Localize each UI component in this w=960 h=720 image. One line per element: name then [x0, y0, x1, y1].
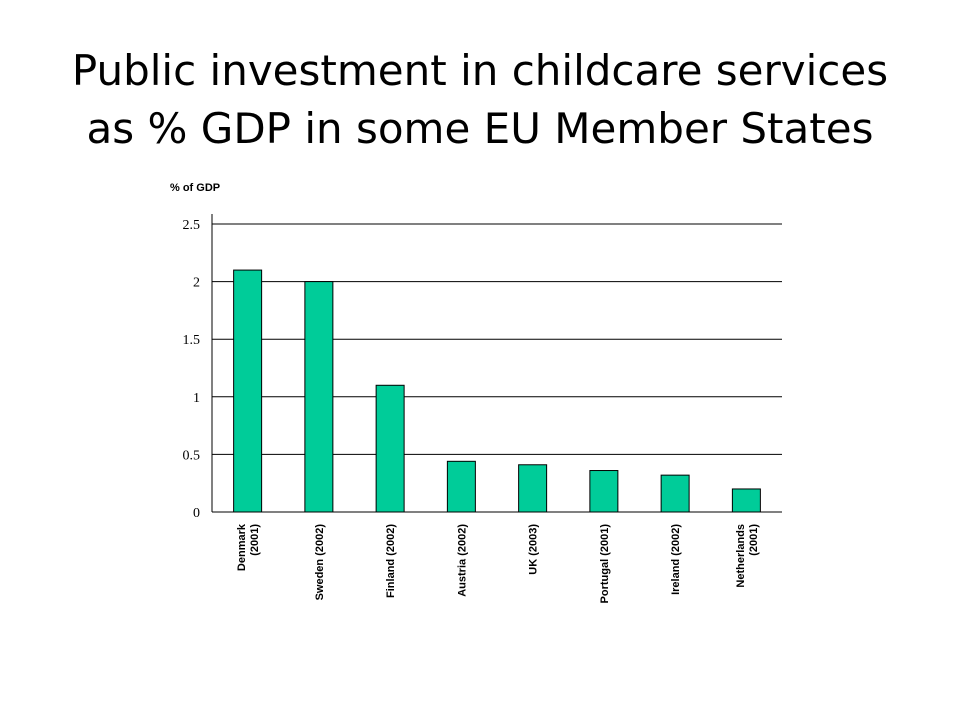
x-tick-label: Portugal (2001)	[599, 524, 611, 604]
x-tick-label: Austria (2002)	[456, 524, 468, 597]
x-tick-label-line: Portugal (2001)	[599, 524, 611, 604]
x-tick-label-line: (2001)	[748, 524, 760, 556]
x-tick-label: Denmark(2001)	[236, 523, 261, 571]
slide-title-line-2: as % GDP in some EU Member States	[86, 104, 874, 153]
y-tick-label: 0.5	[183, 448, 201, 463]
y-axis-title: % of GDP	[170, 182, 220, 194]
x-tick-label: Ireland (2002)	[670, 524, 682, 595]
x-tick-label-line: Denmark	[236, 523, 248, 571]
bar	[660, 474, 690, 513]
x-tick-label-line: Finland (2002)	[385, 524, 397, 598]
bar	[518, 464, 548, 513]
bar	[589, 470, 619, 513]
bar	[375, 384, 405, 513]
x-tick-label-line: Ireland (2002)	[670, 524, 682, 595]
x-tick-label-line: UK (2003)	[528, 524, 540, 575]
bar	[233, 269, 263, 513]
x-tick-label-line: (2001)	[249, 524, 261, 556]
x-tick-label: Sweden (2002)	[314, 524, 326, 601]
slide-title-line-1: Public investment in childcare services	[71, 46, 889, 95]
slide-title: Public investment in childcare services …	[40, 42, 920, 158]
x-tick-label-line: Sweden (2002)	[314, 524, 326, 601]
y-tick-label: 2	[193, 276, 200, 291]
x-tick-label-line: Netherlands	[735, 524, 747, 588]
x-tick-label: UK (2003)	[528, 524, 540, 575]
x-tick-label: Finland (2002)	[385, 524, 397, 598]
bar	[731, 488, 761, 513]
bar	[304, 281, 334, 513]
y-tick-label: 1	[193, 391, 200, 406]
x-tick-label-line: Austria (2002)	[456, 524, 468, 597]
y-tick-label: 2.5	[183, 218, 201, 233]
bar	[446, 460, 476, 513]
y-tick-label: 1.5	[183, 333, 201, 348]
y-tick-label: 0	[193, 506, 200, 521]
x-tick-label: Netherlands(2001)	[735, 524, 760, 588]
